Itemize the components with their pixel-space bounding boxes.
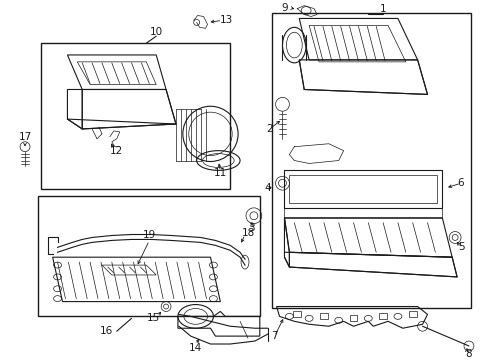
- Text: 10: 10: [149, 27, 163, 37]
- Bar: [41, 43, 230, 189]
- Text: 6: 6: [458, 178, 465, 188]
- Text: 1: 1: [380, 4, 387, 14]
- Text: 5: 5: [458, 242, 465, 252]
- Text: 18: 18: [242, 228, 255, 238]
- Text: 15: 15: [147, 313, 160, 323]
- Text: 17: 17: [19, 132, 32, 142]
- Text: 13: 13: [220, 15, 233, 26]
- Text: 14: 14: [189, 343, 202, 353]
- Text: 11: 11: [214, 168, 227, 178]
- Text: 3: 3: [248, 222, 255, 233]
- Bar: [294, 311, 301, 318]
- Text: 12: 12: [110, 146, 123, 156]
- Bar: [349, 315, 358, 321]
- Bar: [409, 311, 416, 318]
- Bar: [320, 314, 328, 319]
- Text: 4: 4: [265, 183, 271, 193]
- Text: 8: 8: [466, 349, 472, 359]
- Text: 2: 2: [267, 124, 273, 134]
- Text: 16: 16: [100, 326, 114, 336]
- Text: 7: 7: [271, 331, 278, 341]
- Text: 19: 19: [143, 230, 156, 240]
- Bar: [38, 196, 260, 316]
- Text: 9: 9: [281, 3, 288, 13]
- Bar: [379, 314, 387, 319]
- Bar: [271, 13, 471, 309]
